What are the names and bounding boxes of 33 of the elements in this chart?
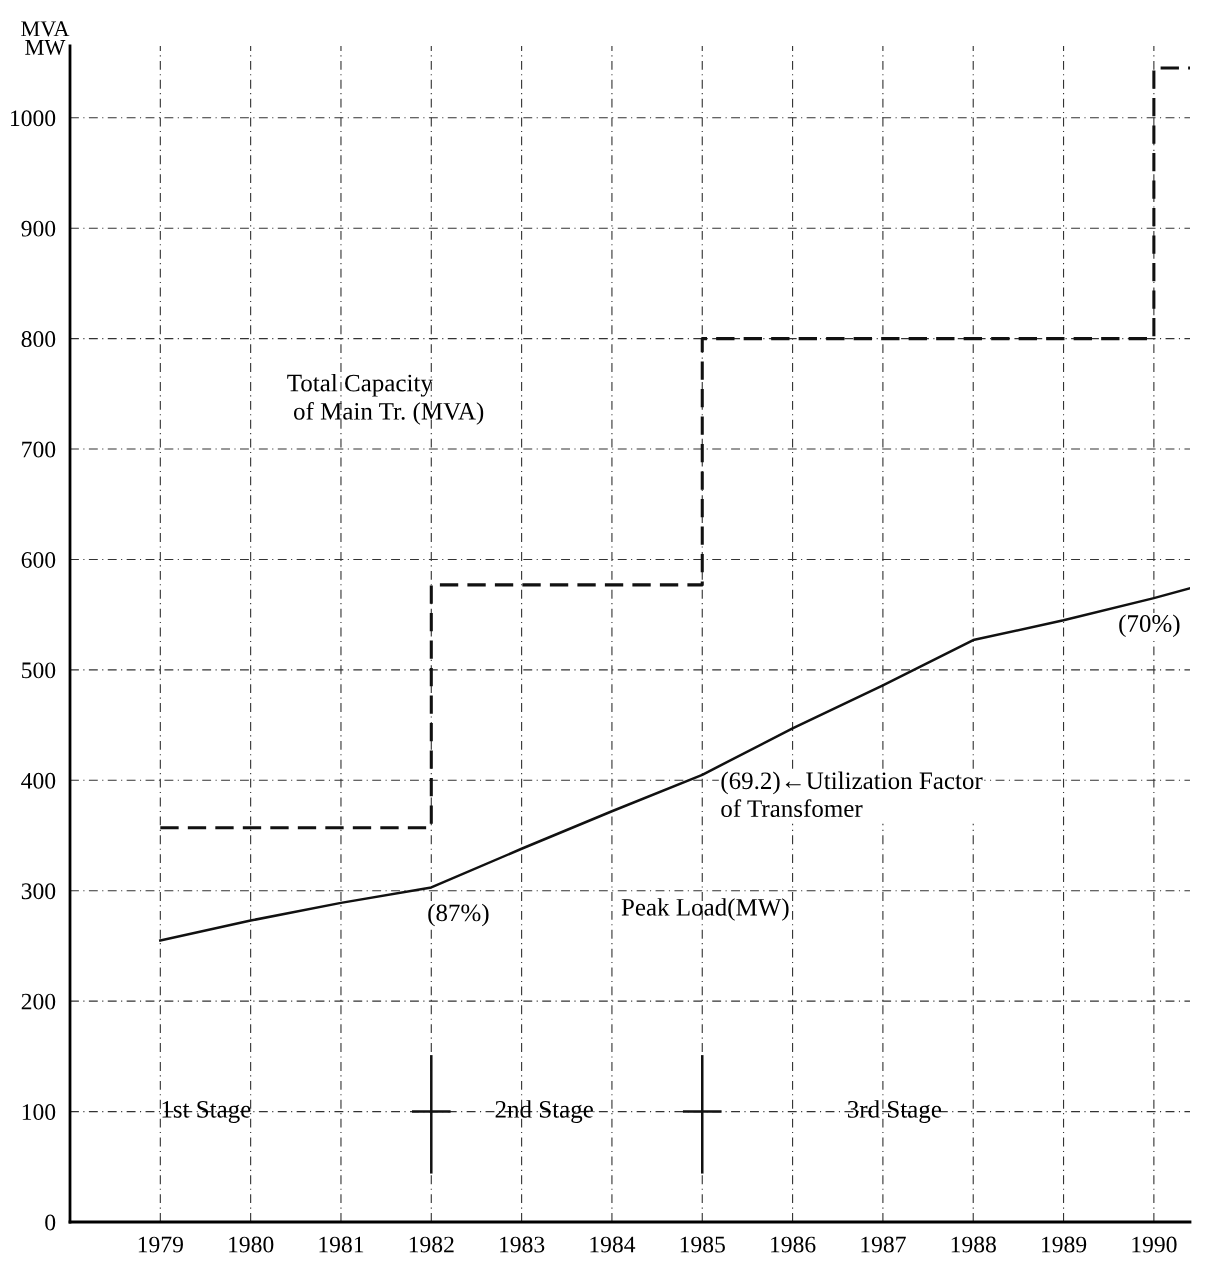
y-tick-label: 100 [22, 1104, 56, 1120]
annotation: Peak Load(MW) [621, 898, 789, 921]
annotation: (70%) [1119, 614, 1180, 638]
y-axis-title: MVA MW [21, 21, 70, 55]
annotation: 3rd Stage [847, 1100, 942, 1123]
y-tick-label: 400 [21, 772, 56, 789]
x-tick-label: 1989 [1042, 1236, 1087, 1253]
x-tick-label: 1980 [229, 1236, 274, 1253]
x-tick-label: 1984 [590, 1236, 636, 1253]
x-tick-label: 1987 [861, 1236, 906, 1253]
y-tick-label: 900 [21, 220, 56, 237]
annotation: (87%) [428, 903, 489, 927]
y-tick-label: 600 [21, 551, 56, 568]
annotation: 2nd Stage [495, 1100, 593, 1123]
x-tick-label: 1983 [500, 1236, 545, 1253]
annotation: Total Capacity of Main Tr. (MVA) [287, 373, 484, 425]
x-tick-label: 1990 [1132, 1236, 1177, 1253]
annotation: 1st Stage [162, 1100, 251, 1123]
x-tick-label: 1982 [409, 1236, 454, 1253]
line-series [159, 586, 1190, 942]
y-tick-label: 200 [21, 993, 56, 1010]
y-tick-label: 500 [22, 662, 56, 679]
y-tick-label: 800 [21, 331, 56, 348]
y-tick-label: 0 [45, 1214, 56, 1231]
x-tick-label: 1981 [319, 1236, 364, 1253]
x-tick-label: 1986 [771, 1236, 816, 1253]
x-tick-label: 1988 [951, 1236, 996, 1253]
x-tick-label: 1979 [138, 1236, 183, 1253]
annotation: (69.2)←Utilization Factor of Transfomer [721, 771, 983, 818]
y-tick-label: 700 [22, 441, 56, 458]
x-tick-label: 1985 [680, 1236, 725, 1253]
y-tick-label: 300 [21, 883, 56, 900]
y-tick-label: 1000 [10, 110, 56, 127]
